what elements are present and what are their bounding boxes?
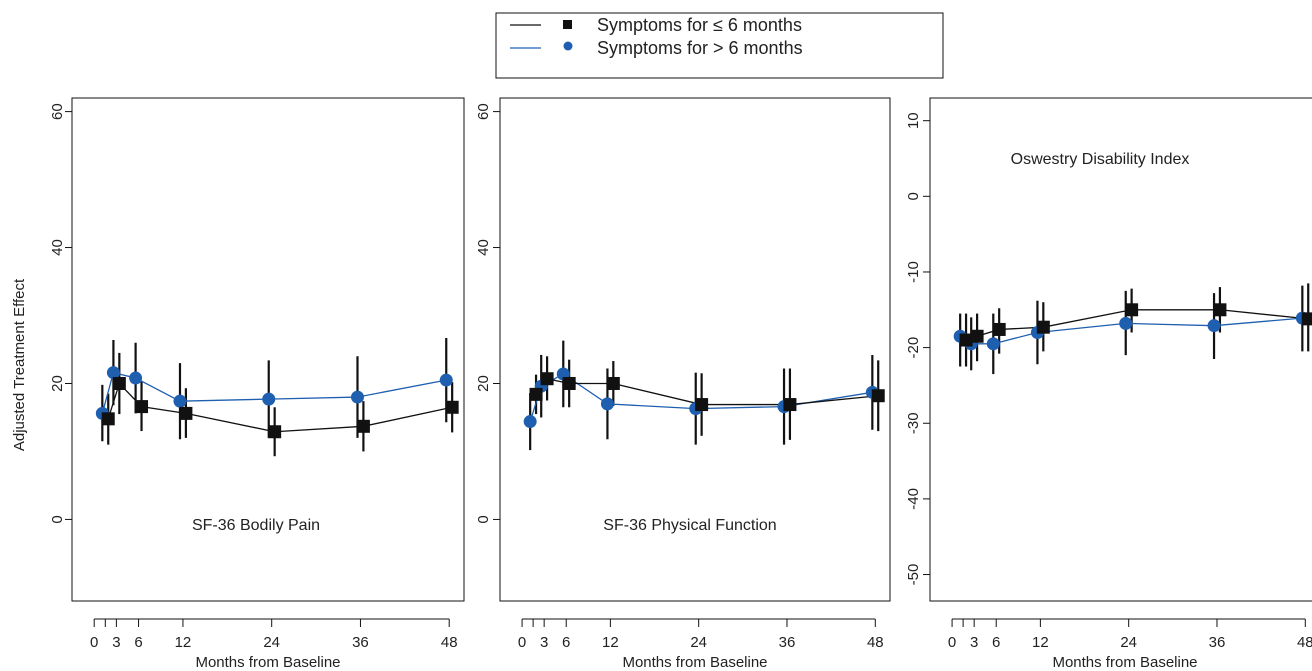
panel-title: Oswestry Disability Index [1011,151,1190,168]
data-point-square [1301,312,1312,326]
data-point-square [562,376,576,390]
plot-area [953,283,1312,375]
x-tick-label: 24 [1120,634,1137,651]
data-point-circle [262,392,276,406]
y-tick-label: -20 [905,337,922,359]
data-point-square [1125,303,1139,317]
data-point-square [992,322,1006,336]
data-point-circle [106,366,120,380]
x-axis-label: Months from Baseline [195,654,340,671]
panel-title: SF-36 Physical Function [603,517,776,534]
y-tick-label: 20 [49,375,66,392]
data-point-circle [1119,316,1133,330]
x-tick-label: 0 [948,634,956,651]
x-tick-label: 6 [562,634,570,651]
data-point-square [1213,303,1227,317]
x-tick-label: 48 [867,634,884,651]
y-tick-label: -50 [905,564,922,586]
data-point-square [179,406,193,420]
data-point-circle [986,337,1000,351]
data-point-square [101,412,115,426]
y-axis-label: Adjusted Treatment Effect [11,278,28,451]
y-tick-label: 10 [905,112,922,129]
plot-frame [71,97,465,602]
data-point-square [695,398,709,412]
x-tick-label: 6 [134,634,142,651]
x-tick-label: 0 [90,634,98,651]
x-tick-label: 48 [441,634,458,651]
data-point-square [959,333,973,347]
legend: Symptoms for ≤ 6 months Symptoms for > 6… [495,12,944,79]
x-tick-label: 0 [518,634,526,651]
y-tick-label: -40 [905,488,922,510]
data-point-square [871,389,885,403]
data-point-square [135,400,149,414]
x-tick-label: 3 [540,634,548,651]
plot-area [523,340,885,451]
y-tick-label: 0 [905,192,922,200]
x-tick-label: 12 [1032,634,1049,651]
data-point-square [356,419,370,433]
data-point-circle [173,394,187,408]
plot-area [95,337,459,457]
x-tick-label: 24 [690,634,707,651]
legend-label-short: Symptoms for ≤ 6 months [597,15,802,35]
data-point-circle [129,371,143,385]
data-point-circle [1207,319,1221,333]
legend-marker-circle [563,41,573,51]
data-point-square [112,376,126,390]
data-point-square [606,376,620,390]
data-point-square [268,425,282,439]
legend-marker-square [563,20,572,29]
x-axis-label: Months from Baseline [622,654,767,671]
x-tick-label: 12 [175,634,192,651]
y-tick-label: -10 [905,261,922,283]
data-point-circle [523,415,537,429]
data-point-circle [600,397,614,411]
x-tick-label: 3 [970,634,978,651]
x-tick-label: 36 [779,634,796,651]
y-tick-label: 0 [49,515,66,523]
x-tick-label: 24 [263,634,280,651]
data-point-square [540,372,554,386]
legend-label-long: Symptoms for > 6 months [597,38,803,58]
data-point-square [783,398,797,412]
x-tick-label: 36 [352,634,369,651]
x-axis-label: Months from Baseline [1052,654,1197,671]
data-point-square [529,387,543,401]
data-point-square [445,400,459,414]
data-point-square [1036,320,1050,334]
data-point-square [970,329,984,343]
y-tick-label: 0 [475,515,492,523]
x-tick-label: 6 [992,634,1000,651]
x-tick-label: 12 [602,634,619,651]
plot-frame [929,97,1312,602]
y-tick-label: 40 [49,239,66,256]
x-tick-label: 36 [1209,634,1226,651]
y-tick-label: -30 [905,412,922,434]
data-point-circle [439,373,453,387]
panel-title: SF-36 Bodily Pain [192,517,320,534]
plot-frame [499,97,891,602]
y-tick-label: 20 [475,375,492,392]
y-tick-label: 60 [475,103,492,120]
data-point-circle [350,390,364,404]
y-tick-label: 40 [475,239,492,256]
x-tick-label: 3 [112,634,120,651]
y-tick-label: 60 [49,103,66,120]
x-tick-label: 48 [1297,634,1312,651]
